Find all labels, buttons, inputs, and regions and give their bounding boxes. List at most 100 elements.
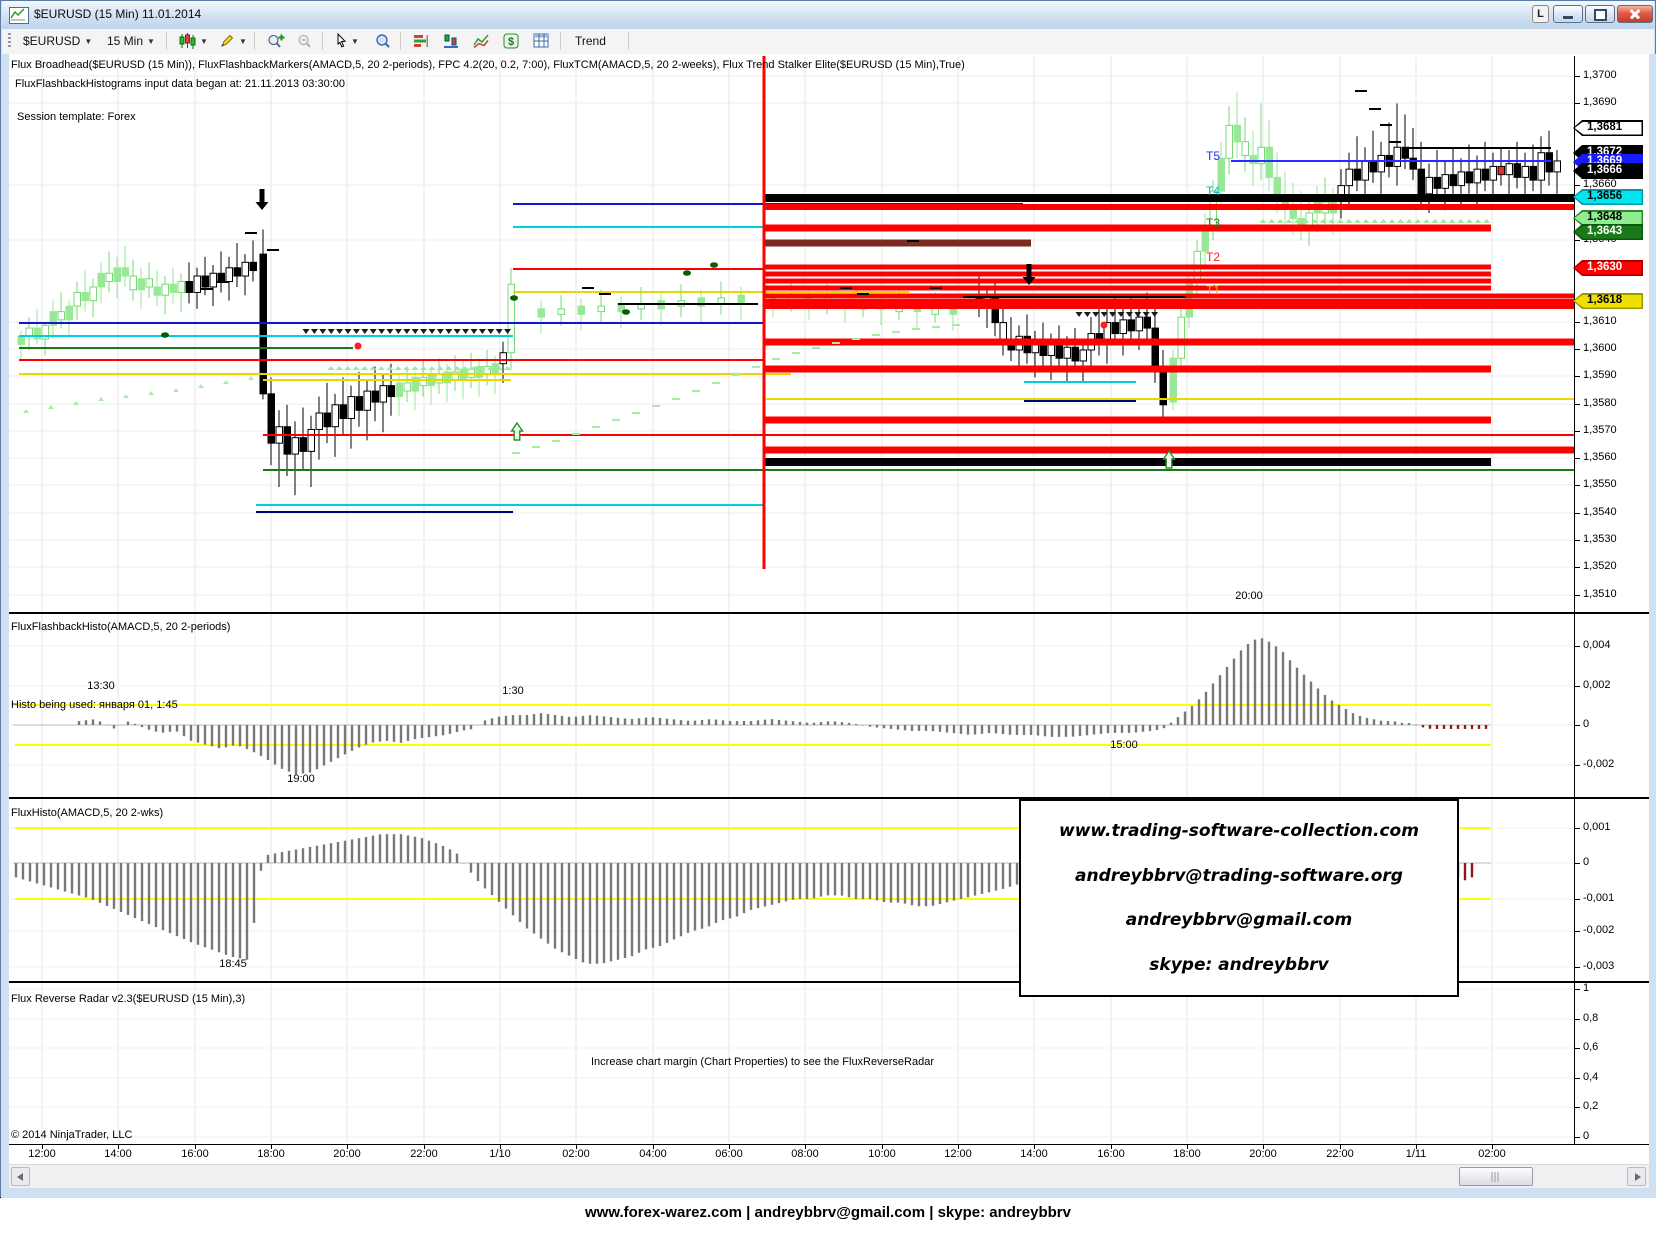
toolbar-separator: [166, 32, 167, 50]
time-tick: [1034, 1144, 1035, 1149]
maximize-icon: [1593, 9, 1607, 21]
price-tick: [1574, 485, 1580, 486]
time-label: 02:00: [562, 1148, 590, 1160]
market-depth-button[interactable]: [408, 31, 434, 51]
maximize-button[interactable]: [1585, 5, 1615, 23]
price-tick-label: 0,004: [1583, 639, 1611, 651]
panel-separator[interactable]: [9, 981, 1649, 983]
price-axis-line: [1574, 56, 1575, 1145]
time-tick: [729, 1144, 730, 1149]
time-tick: [347, 1144, 348, 1149]
price-tick-label: 0,4: [1583, 1071, 1599, 1083]
svg-text:$: $: [508, 36, 514, 48]
title-bar[interactable]: $EURUSD (15 Min) 11.01.2014 L: [2, 1, 1654, 30]
price-tick-label: 1,3660: [1583, 178, 1617, 190]
drawing-tools-button[interactable]: ▼: [214, 31, 252, 51]
price-flag-bg: [1574, 190, 1642, 204]
minimize-button[interactable]: [1553, 5, 1583, 23]
price-tick: [1574, 863, 1580, 864]
scroll-right-button[interactable]: [1627, 1167, 1646, 1186]
price-tick-label: 1,3610: [1583, 315, 1617, 327]
price-tick-label: 0: [1583, 856, 1590, 868]
price-tick: [1574, 931, 1580, 932]
time-label: 20:00: [1249, 1148, 1277, 1160]
chart-style-button[interactable]: ▼: [174, 31, 213, 51]
price-tick-label: 1,3520: [1583, 560, 1617, 572]
price-tick-label: 0,001: [1583, 821, 1611, 833]
watermark-line: www.trading-software-collection.com: [1059, 821, 1419, 842]
chevron-down-icon: ▼: [351, 36, 359, 46]
time-tick: [195, 1144, 196, 1149]
mini-chart-icon: [473, 33, 489, 49]
interval-label: 15 Min: [107, 34, 144, 48]
price-tick: [1574, 103, 1580, 104]
price-flag-bg: [1574, 294, 1642, 308]
interval-dropdown[interactable]: 15 Min ▼: [102, 31, 160, 51]
data-box-button[interactable]: [370, 31, 396, 51]
histogram-time-label: 20:00: [1235, 590, 1263, 602]
zoom-in-button[interactable]: [262, 31, 290, 51]
trend-button[interactable]: Trend: [570, 31, 611, 51]
zoom-in-icon: [267, 33, 285, 49]
time-label: 04:00: [639, 1148, 667, 1160]
time-label: 16:00: [181, 1148, 209, 1160]
close-button[interactable]: [1617, 5, 1653, 23]
time-label: 14:00: [1020, 1148, 1048, 1160]
price-tick: [1574, 828, 1580, 829]
time-tick: [424, 1144, 425, 1149]
price-tick: [1574, 513, 1580, 514]
market-depth-icon: [413, 33, 429, 49]
time-label: 08:00: [791, 1148, 819, 1160]
price-tick: [1574, 686, 1580, 687]
time-tick: [958, 1144, 959, 1149]
price-tick-label: 1,3700: [1583, 69, 1617, 81]
time-label: 22:00: [1326, 1148, 1354, 1160]
time-label: 20:00: [333, 1148, 361, 1160]
chevron-down-icon: ▼: [200, 36, 208, 46]
instrument-dropdown[interactable]: $EURUSD ▼: [18, 31, 97, 51]
time-tick: [653, 1144, 654, 1149]
price-flag-value: 1,3618: [1587, 294, 1623, 306]
histogram-time-label: 19:00: [287, 773, 315, 785]
toolbar-grip[interactable]: [8, 33, 11, 49]
time-label: 18:00: [1173, 1148, 1201, 1160]
time-label: 06:00: [715, 1148, 743, 1160]
panel-separator[interactable]: [9, 612, 1649, 614]
watermark-line: skype: andreybbrv: [1149, 954, 1329, 975]
link-button[interactable]: L: [1532, 5, 1549, 23]
chart-trader-button[interactable]: [438, 31, 464, 51]
account-data-button[interactable]: $: [498, 31, 524, 51]
chart-trader-icon: [443, 33, 459, 49]
price-tick-label: 1,3580: [1583, 397, 1617, 409]
panel-separator[interactable]: [9, 797, 1649, 799]
price-tick-label: 1,3510: [1583, 588, 1617, 600]
session-template-note: Session template: Forex: [17, 111, 136, 123]
toolbar-separator: [254, 32, 255, 50]
toolbar-separator: [560, 32, 561, 50]
chevron-down-icon: ▼: [84, 36, 93, 46]
horizontal-scrollbar[interactable]: [9, 1164, 1649, 1188]
time-tick: [1263, 1144, 1264, 1149]
target-label-t5: T5: [1206, 149, 1221, 163]
price-tick: [1574, 185, 1580, 186]
chart-window-icon: [9, 7, 29, 24]
price-flag-bg: [1574, 225, 1642, 239]
time-label: 02:00: [1478, 1148, 1506, 1160]
grid-button[interactable]: [528, 31, 554, 51]
chart-style-icon: [179, 33, 196, 49]
chart-plot-area[interactable]: [9, 56, 1574, 1144]
window-title: $EURUSD (15 Min) 11.01.2014: [34, 7, 202, 21]
price-tick: [1574, 1078, 1580, 1079]
scrollbar-thumb[interactable]: [1459, 1167, 1533, 1186]
time-label: 16:00: [1097, 1148, 1125, 1160]
scroll-left-button[interactable]: [11, 1167, 30, 1186]
price-tick: [1574, 967, 1580, 968]
price-tick: [1574, 349, 1580, 350]
price-flag: 1,3643: [1573, 224, 1643, 240]
window-bottom-edge: [1, 1187, 1656, 1198]
price-flag-bg: [1574, 261, 1642, 275]
cursor-button[interactable]: ▼: [330, 31, 364, 51]
zoom-out-button[interactable]: [292, 31, 318, 51]
target-label-t2: T2: [1206, 250, 1221, 264]
mini-chart-button[interactable]: [468, 31, 494, 51]
